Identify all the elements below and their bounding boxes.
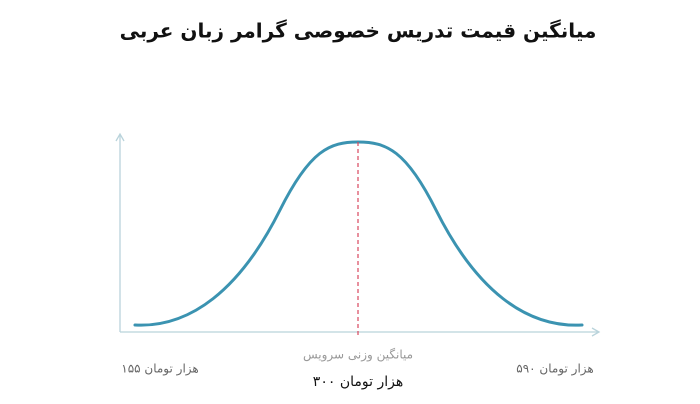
mean-label: ۳۰۰ هزار تومان (313, 374, 403, 390)
min-label: ۱۵۵ هزار تومان (121, 362, 198, 377)
axes (115, 132, 601, 337)
max-label: ۵۹۰ هزار تومان (516, 362, 593, 377)
title: میانگین قیمت تدریس خصوصی گرامر زبان عربی (120, 19, 597, 43)
y-axis-arrow (115, 132, 125, 142)
x-axis-arrow (591, 327, 601, 337)
mean-caption: میانگین وزنی سرویس (303, 348, 413, 363)
